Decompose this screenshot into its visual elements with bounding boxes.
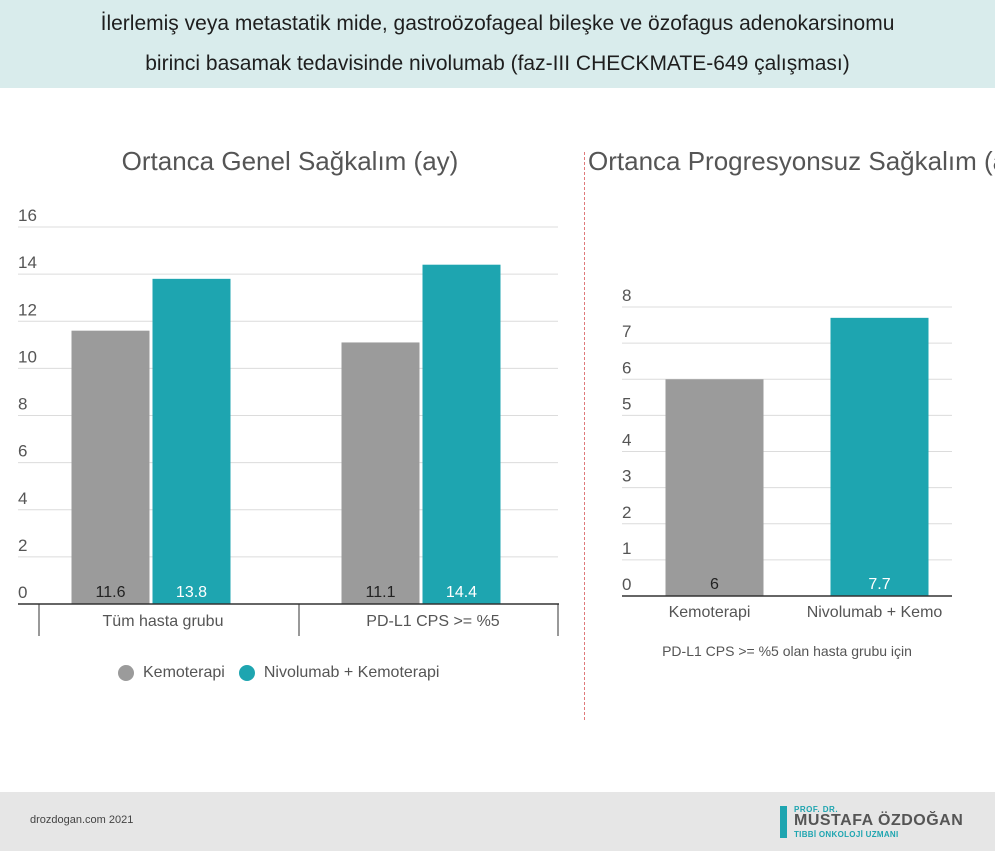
pfs-x-category-label: Nivolumab + Kemo bbox=[807, 604, 943, 621]
os-x-category-label: PD-L1 CPS >= %5 bbox=[366, 613, 500, 630]
pfs-bar bbox=[665, 379, 764, 596]
pfs-y-tick-label: 5 bbox=[622, 394, 631, 413]
pfs-y-tick-label: 8 bbox=[622, 286, 631, 305]
os-value-label: 11.1 bbox=[366, 584, 396, 601]
pfs-value-label: 6 bbox=[710, 576, 719, 593]
os-bar bbox=[341, 342, 420, 604]
os-y-tick-label: 16 bbox=[18, 206, 37, 225]
os-bar bbox=[422, 264, 501, 604]
logo-bar-icon bbox=[780, 806, 787, 838]
pfs-y-tick-label: 7 bbox=[622, 322, 631, 341]
os-y-tick-label: 8 bbox=[18, 395, 27, 414]
pfs-subgroup-note: PD-L1 CPS >= %5 olan hasta grubu için bbox=[662, 643, 912, 659]
legend-label-kemoterapi: Kemoterapi bbox=[143, 664, 225, 681]
logo-subtitle: TIBBİ ONKOLOJİ UZMANI bbox=[794, 830, 899, 839]
os-legend: Kemoterapi Nivolumab + Kemoterapi bbox=[118, 662, 453, 684]
legend-item-kemoterapi: Kemoterapi bbox=[118, 664, 225, 682]
footer: drozdogan.com 2021 PROF. DR. MUSTAFA ÖZD… bbox=[0, 792, 995, 851]
os-chart-title: Ortanca Genel Sağkalım (ay) bbox=[121, 146, 459, 176]
pfs-y-tick-label: 2 bbox=[622, 503, 631, 522]
panel-divider bbox=[584, 152, 585, 720]
os-value-label: 13.8 bbox=[176, 584, 207, 601]
logo-title: PROF. DR. bbox=[794, 805, 839, 814]
os-y-tick-label: 10 bbox=[18, 347, 37, 366]
os-x-category-label: Tüm hasta grubu bbox=[103, 613, 224, 630]
title-line-2: birinci basamak tedavisinde nivolumab (f… bbox=[145, 52, 850, 75]
pfs-bar bbox=[830, 317, 929, 596]
pfs-value-label: 7.7 bbox=[868, 576, 890, 593]
os-y-tick-label: 6 bbox=[18, 442, 27, 461]
pfs-y-tick-label: 0 bbox=[622, 575, 631, 594]
pfs-y-tick-label: 4 bbox=[622, 431, 631, 450]
legend-item-nivolumab: Nivolumab + Kemoterapi bbox=[238, 664, 440, 682]
os-y-tick-label: 14 bbox=[18, 253, 37, 272]
logo-name: MUSTAFA ÖZDOĞAN bbox=[794, 812, 964, 829]
legend-swatch-kemoterapi bbox=[118, 665, 134, 681]
legend-swatch-nivolumab bbox=[238, 665, 255, 681]
author-logo: PROF. DR. MUSTAFA ÖZDOĞAN TIBBİ ONKOLOJİ… bbox=[780, 802, 970, 842]
pfs-y-tick-label: 1 bbox=[622, 539, 631, 558]
os-y-tick-label: 2 bbox=[18, 536, 27, 555]
os-value-label: 14.4 bbox=[446, 584, 477, 601]
pfs-y-tick-label: 3 bbox=[622, 467, 631, 486]
os-value-label: 11.6 bbox=[96, 584, 126, 601]
pfs-y-tick-label: 6 bbox=[622, 358, 631, 377]
os-y-tick-label: 4 bbox=[18, 489, 27, 508]
os-y-tick-label: 12 bbox=[18, 300, 37, 319]
title-banner: İlerlemiş veya metastatik mide, gastroöz… bbox=[0, 0, 995, 88]
os-y-tick-label: 0 bbox=[18, 583, 27, 602]
os-bar bbox=[71, 330, 150, 604]
os-bar bbox=[152, 278, 231, 604]
legend-label-nivolumab: Nivolumab + Kemoterapi bbox=[263, 664, 440, 681]
footer-site: drozdogan.com 2021 bbox=[30, 814, 134, 826]
pfs-chart-title: Ortanca Progresyonsuz Sağkalım (ay) bbox=[588, 146, 995, 176]
title-line-1: İlerlemiş veya metastatik mide, gastroöz… bbox=[100, 12, 895, 35]
pfs-x-category-label: Kemoterapi bbox=[669, 604, 751, 621]
